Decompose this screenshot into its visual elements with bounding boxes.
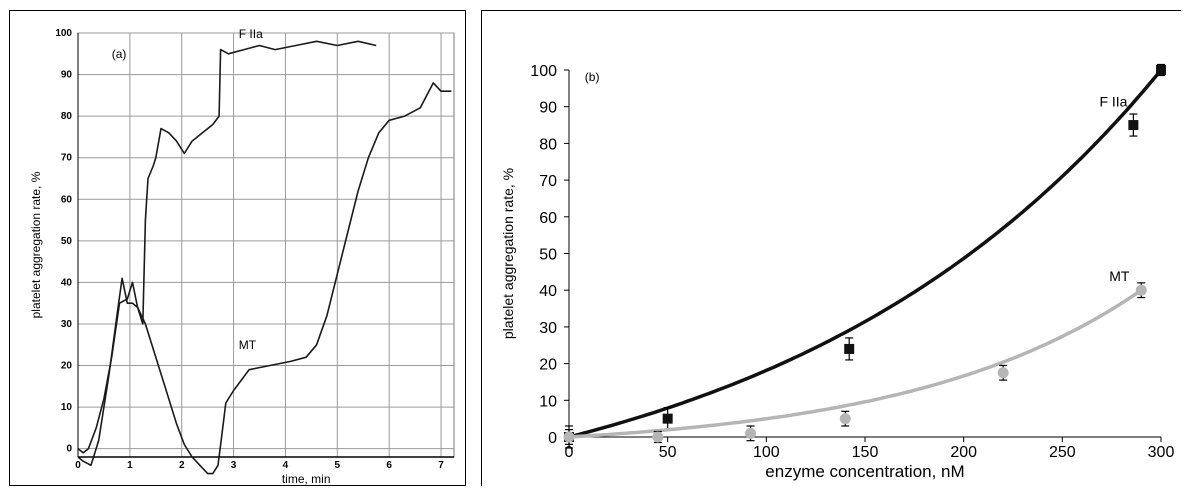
y-tick-label: 100 — [530, 63, 557, 80]
data-point-mt — [997, 367, 1009, 379]
y-tick-label: 80 — [61, 111, 73, 122]
y-tick-label: 0 — [66, 444, 72, 455]
x-tick-label: 200 — [950, 444, 977, 461]
y-tick-label: 70 — [61, 153, 73, 164]
data-point-mt — [652, 431, 664, 443]
data-point-mt — [745, 427, 757, 439]
y-axis-label-b: platelet aggregation rate, % — [500, 168, 516, 339]
y-tick-label: 80 — [539, 136, 557, 153]
x-axis-label-b: enzyme concentration, nM — [765, 462, 964, 481]
x-tick-label: 2 — [179, 460, 185, 471]
panel-label-a: (a) — [112, 47, 127, 61]
chart-panel-a: 0 1 2 3 4 5 6 7 0 10 20 30 40 50 60 70 80 90 100 (a) F IIa MT… — [9, 10, 466, 486]
x-tick-label: 4 — [283, 460, 289, 471]
annotation-fiia: F IIa — [239, 27, 263, 41]
y-tick-label: 40 — [61, 277, 73, 288]
y-tick-label: 0 — [548, 430, 557, 447]
x-tick-label: 1 — [127, 460, 133, 471]
y-tick-label: 10 — [539, 393, 557, 410]
y-tick-label: 40 — [539, 283, 557, 300]
chart-panel-b: 0 50 100 150 200 250 300 0 10 20 30 40 50 60 70 80 90 100… — [481, 10, 1181, 486]
y-tick-label: 50 — [539, 247, 557, 264]
plot-area-a — [77, 32, 455, 458]
data-point-mt — [1135, 284, 1147, 296]
fit-curve-mt — [567, 288, 1144, 439]
y-tick-label: 90 — [61, 70, 73, 81]
x-tick-label: 150 — [852, 444, 879, 461]
y-tick-label: 60 — [61, 194, 73, 205]
data-point-mt — [563, 431, 575, 443]
y-tick-label: 60 — [539, 210, 557, 227]
fit-curve-f-iia — [567, 68, 1163, 439]
y-tick-label: 100 — [55, 28, 72, 39]
data-point-f-iia — [1128, 120, 1139, 131]
series-line-mt — [77, 82, 452, 475]
x-tick-label: 0 — [75, 460, 81, 471]
y-tick-label: 20 — [61, 361, 73, 372]
x-tick-label: 3 — [231, 460, 237, 471]
x-tick-label: 250 — [1049, 444, 1076, 461]
annotation-mt: MT — [1109, 268, 1130, 284]
x-tick-label: 300 — [1148, 444, 1175, 461]
y-tick-label: 30 — [539, 320, 557, 337]
y-tick-label: 20 — [539, 357, 557, 374]
x-tick-label: 5 — [335, 460, 341, 471]
y-tick-label: 30 — [61, 319, 73, 330]
y-axis-label-a: platelet aggregation rate, % — [29, 171, 43, 318]
data-point-f-iia — [662, 413, 673, 424]
x-axis-label-a: time, min — [282, 472, 331, 486]
annotation-fiia: F IIa — [1099, 94, 1127, 110]
chart-b-svg: 0 50 100 150 200 250 300 0 10 20 30 40 50 60 70 80 90 100… — [500, 63, 1175, 481]
x-tick-label: 50 — [659, 444, 677, 461]
y-tick-label: 50 — [61, 236, 73, 247]
annotation-mt: MT — [239, 338, 257, 352]
data-point-mt — [839, 413, 851, 425]
x-tick-label: 7 — [438, 460, 444, 471]
x-tick-label: 100 — [753, 444, 780, 461]
data-point-f-iia — [844, 343, 855, 354]
x-tick-label: 6 — [386, 460, 392, 471]
data-point-f-iia — [1156, 65, 1166, 75]
y-tick-label: 70 — [539, 173, 557, 190]
y-tick-label: 10 — [61, 402, 73, 413]
y-tick-label: 90 — [539, 100, 557, 117]
x-tick-label: 0 — [565, 444, 574, 461]
panel-label-b: (b) — [585, 70, 600, 84]
